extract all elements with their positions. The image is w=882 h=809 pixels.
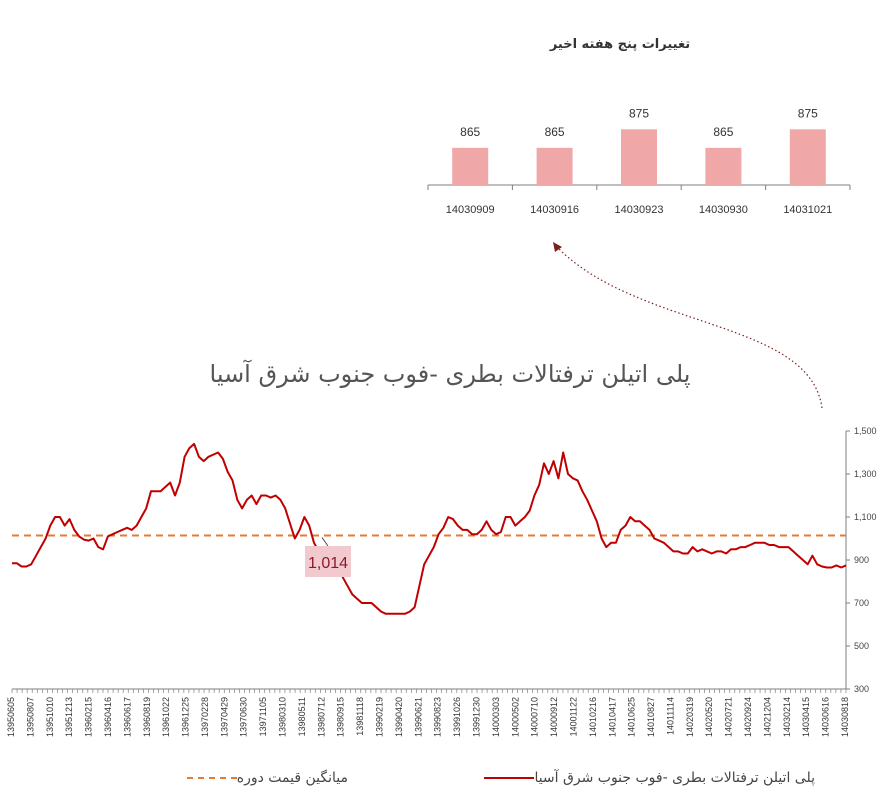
- bar-value-label: 865: [545, 125, 565, 139]
- x-tick-label: 13960819: [142, 697, 152, 737]
- x-tick-label: 13960215: [84, 697, 94, 737]
- x-tick-label: 13990420: [394, 697, 404, 737]
- x-tick-label: 13990823: [433, 697, 443, 737]
- bar-value-label: 865: [460, 125, 480, 139]
- x-tick-label: 13991026: [452, 697, 462, 737]
- x-tick-label: 13961022: [161, 697, 171, 737]
- x-tick-label: 13970630: [239, 697, 249, 737]
- y-tick-label: 1,500: [854, 426, 877, 436]
- x-tick-label: 14020721: [724, 697, 734, 737]
- bar-14030923: [621, 129, 657, 185]
- average-annotation-box: [305, 546, 351, 577]
- x-tick-label: 14000710: [530, 697, 540, 737]
- price-series-line: [12, 442, 847, 615]
- x-tick-label: 13950605: [6, 697, 16, 737]
- legend-label-price-line: پلی اتیلن ترفتالات بطری -فوب جنوب شرق آس…: [534, 770, 815, 786]
- average-annotation-label: 1,014: [308, 555, 348, 572]
- x-tick-label: 14010827: [646, 697, 656, 737]
- legend-swatch-solid-line: [484, 777, 535, 779]
- x-tick-label: 13980310: [278, 697, 288, 737]
- x-tick-label: 13961225: [181, 697, 191, 737]
- arrow-head-icon: [553, 242, 562, 252]
- x-tick-label: 14030818: [840, 697, 850, 737]
- dotted-curved-arrow-icon: [557, 247, 823, 409]
- x-tick-label: 14001122: [568, 697, 578, 736]
- bar-category-label: 14030923: [615, 204, 664, 216]
- x-tick-label: 13960617: [122, 697, 132, 737]
- x-tick-label: 14010417: [607, 697, 617, 737]
- x-tick-label: 13951213: [64, 697, 74, 737]
- bar-value-label: 875: [629, 106, 649, 120]
- legend-swatch-dashed-line: [186, 777, 237, 779]
- x-tick-label: 13951010: [45, 697, 55, 737]
- bar-14030916: [536, 147, 573, 185]
- legend-item-average: میانگین قیمت دوره: [108, 766, 348, 790]
- inset-chart-title: تغییرات پنج هفته اخیر: [549, 37, 691, 52]
- y-tick-label: 1,100: [854, 512, 877, 522]
- legend-label-average: میانگین قیمت دوره: [236, 770, 348, 786]
- x-tick-label: 13950807: [25, 697, 35, 737]
- x-tick-label: 13980511: [297, 697, 307, 736]
- x-tick-label: 14000303: [491, 697, 501, 737]
- x-tick-label: 14020520: [704, 697, 714, 737]
- bar-14031021: [789, 129, 826, 185]
- x-tick-label: 14021204: [762, 697, 772, 737]
- annotation-leader-line: [321, 537, 329, 547]
- x-tick-label: 13981118: [355, 697, 365, 736]
- y-tick-label: 700: [854, 598, 869, 608]
- x-tick-label: 14000502: [510, 697, 520, 737]
- x-tick-label: 14000912: [549, 697, 559, 737]
- legend-item-price-line: پلی اتیلن ترفتالات بطری -فوب جنوب شرق آس…: [395, 766, 815, 790]
- x-tick-label: 13970429: [219, 697, 229, 737]
- bar-category-label: 14031021: [783, 204, 832, 216]
- x-tick-label: 13991230: [471, 697, 481, 737]
- main-chart-title: پلی اتیلن ترفتالات بطری -فوب جنوب شرق آس…: [209, 360, 691, 388]
- x-tick-label: 14030214: [782, 697, 792, 737]
- x-tick-label: 14030415: [801, 697, 811, 737]
- y-tick-label: 1,300: [854, 469, 877, 479]
- bar-category-label: 14030916: [530, 204, 579, 216]
- bar-value-label: 865: [713, 125, 733, 139]
- x-tick-label: 14020924: [743, 697, 753, 737]
- y-tick-label: 500: [854, 641, 869, 651]
- x-tick-label: 13990219: [375, 697, 385, 737]
- y-tick-label: 900: [854, 555, 869, 565]
- x-tick-label: 13971105: [258, 697, 268, 736]
- x-tick-label: 14010216: [588, 697, 598, 737]
- bar-value-label: 875: [798, 106, 818, 120]
- x-tick-label: 14030616: [821, 697, 831, 737]
- bar-category-label: 14030930: [699, 204, 748, 216]
- x-tick-label: 13980915: [336, 697, 346, 737]
- x-tick-label: 13990621: [413, 697, 423, 737]
- x-tick-label: 14010625: [627, 697, 637, 737]
- x-tick-label: 13960416: [103, 697, 113, 737]
- bar-category-label: 14030909: [446, 204, 495, 216]
- x-tick-label: 14011114: [665, 697, 675, 735]
- y-tick-label: 300: [854, 684, 869, 694]
- x-tick-label: 13980712: [316, 697, 326, 737]
- x-tick-label: 13970228: [200, 697, 210, 737]
- bar-14030909: [452, 147, 489, 185]
- bar-14030930: [705, 147, 742, 185]
- x-tick-label: 14020319: [685, 697, 695, 737]
